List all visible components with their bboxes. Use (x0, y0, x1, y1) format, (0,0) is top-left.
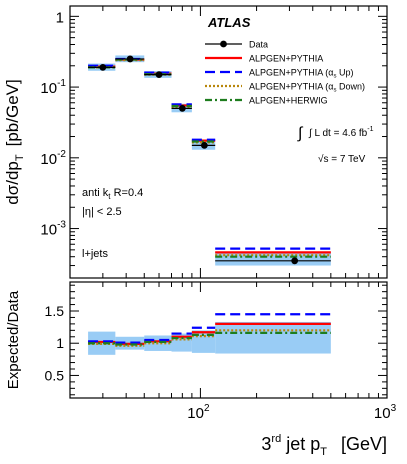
bottom-y-axis-label: Expected/Data (5, 290, 22, 389)
top-y-tick-label: 10-1 (40, 78, 66, 97)
channel-label: l+jets (82, 248, 108, 260)
luminosity-label: ∫ L dt = 4.6 fb-1 (308, 126, 374, 139)
experiment-label: ATLAS (207, 15, 251, 30)
top-y-tick-label: 10-3 (40, 220, 66, 239)
x-tick-label: 103 (374, 403, 397, 422)
ratio-uncertainty-band-bin (191, 330, 216, 353)
data-point (126, 55, 134, 63)
data-point (155, 71, 163, 79)
data-point (99, 63, 107, 71)
bottom-y-tick-label: 1 (56, 335, 64, 351)
legend-label: ALPGEN+PYTHIA (αs Down) (249, 82, 365, 94)
eta-cut-label: |η| < 2.5 (82, 206, 122, 218)
jet-algorithm-label: anti kt R=0.4 (82, 187, 143, 201)
legend: Data ALPGEN+PYTHIA ALPGEN+PYTHIA (αs Up) AL… (205, 40, 365, 106)
x-tick-label: 102 (187, 403, 210, 422)
x-axis-label: 3rd jet pT [GeV] (261, 433, 387, 458)
data-point (291, 257, 299, 265)
top-y-tick-label: 10-2 (40, 149, 66, 168)
uncertainty-band-bin (215, 251, 331, 266)
bottom-panel: 0.5 1 1.5 102 103 (45, 281, 397, 422)
data-point (200, 141, 208, 149)
integral-sign: ∫ (297, 125, 304, 142)
bottom-y-tick-label: 1.5 (45, 303, 65, 319)
top-plot-frame (69, 5, 388, 279)
legend-label: ALPGEN+PYTHIA (249, 54, 323, 64)
legend-label: ALPGEN+PYTHIA (αs Up) (249, 68, 354, 80)
legend-data-marker (220, 40, 227, 48)
legend-label: Data (249, 40, 268, 50)
ratio-uncertainty-band-bin (215, 321, 331, 354)
top-panel: 1 10-1 10-2 10-3 (40, 5, 388, 279)
top-y-tick-label: 1 (56, 9, 64, 26)
legend-label: ALPGEN+HERWIG (249, 96, 328, 106)
energy-label: √s = 7 TeV (318, 153, 366, 165)
bottom-y-tick-label: 0.5 (45, 367, 65, 383)
top-y-axis-label: dσ/dpT[pb/GeV] (3, 79, 26, 204)
bottom-plot-frame (69, 281, 388, 399)
data-point (178, 104, 186, 112)
